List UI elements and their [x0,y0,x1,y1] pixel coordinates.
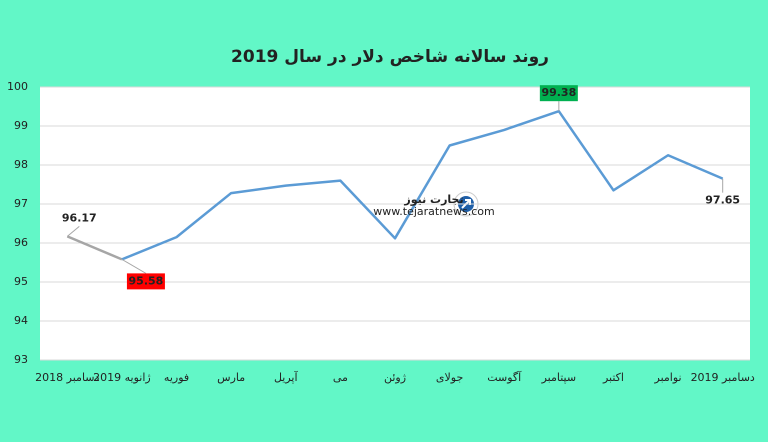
data-label: 96.17 [62,211,97,224]
x-tick-label: جولای [436,371,463,384]
x-tick-label: مارس [217,371,245,384]
y-tick-label: 97 [14,197,28,210]
y-tick-label: 98 [14,158,28,171]
data-label-box [539,85,578,102]
x-tick-label: نوامبر [654,371,682,384]
x-tick-label: ژوئن [384,371,406,384]
logo-url: www.tejaratnews.com [373,205,494,218]
data-label: 99.38 [541,86,576,99]
y-tick-label: 95 [14,275,28,288]
data-label-box [126,273,165,290]
leader-line [121,258,147,274]
x-tick-label: می [333,371,348,384]
x-tick-label: فوریه [164,371,189,384]
y-tick-label: 100 [7,80,28,93]
y-tick-label: 96 [14,236,28,249]
y-tick-label: 94 [14,314,28,327]
plot-area [40,87,750,360]
leader-line [66,225,80,237]
y-tick-label: 93 [14,353,28,366]
line [121,109,724,261]
x-tick-label: آگوست [487,370,522,384]
x-tick-label: ژانویه 2019 [93,371,151,384]
chart-title: روند سالانه شاخص دلار در سال 2019 [231,47,549,67]
x-tick-label: دسامبر 2019 [691,371,755,384]
x-tick-label: سپتامبر [541,371,577,384]
data-label: 95.58 [129,274,164,287]
y-tick-label: 99 [14,119,28,132]
x-tick-label: دسامبر 2018 [35,371,99,384]
logo-text: تجارت نیوز [403,193,463,206]
x-tick-label: آپریل [274,370,299,384]
data-label: 97.65 [705,194,740,207]
x-tick-label: اکتبر [602,371,624,384]
line-segment [66,235,123,261]
